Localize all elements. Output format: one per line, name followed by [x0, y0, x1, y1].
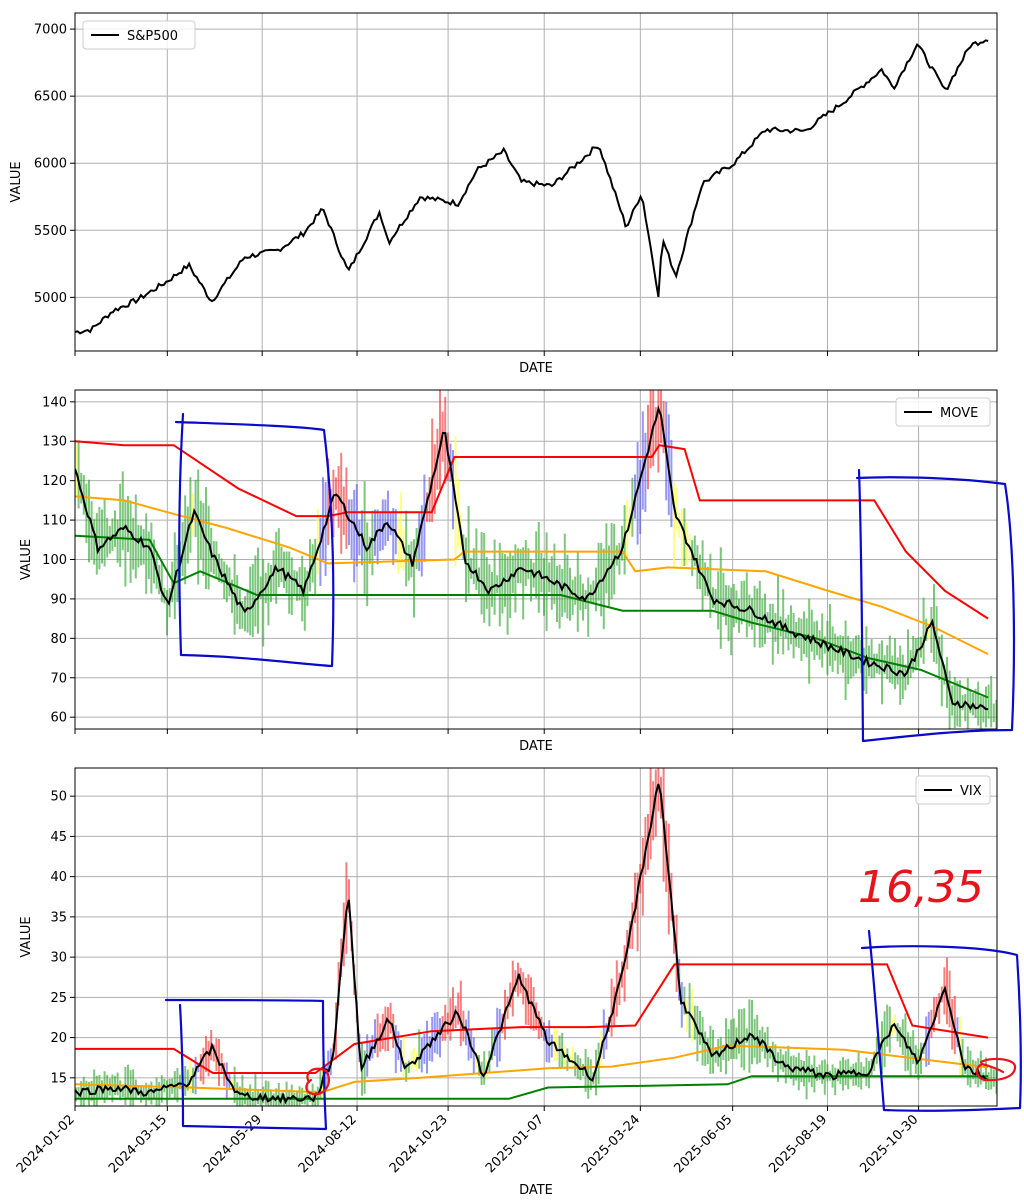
y-tick-label: 6500	[34, 90, 67, 105]
series-line-threshold	[75, 495, 989, 655]
y-tick-label: 100	[42, 553, 67, 568]
legend-box	[82, 20, 196, 50]
y-tick-label: 6000	[34, 157, 67, 172]
legend: VIX	[915, 775, 991, 805]
axes-frame	[74, 767, 998, 1107]
x-axis-label: DATE	[519, 361, 553, 376]
y-tick-label: 130	[42, 435, 67, 450]
y-tick-label: 30	[50, 951, 67, 966]
series-line-threshold	[75, 534, 989, 699]
vix-panel: 15 20 25 30 35 40 45 50 2024-01-02 2024-03-15 2024…	[14, 767, 998, 1198]
handwritten-value: 16,35	[858, 862, 984, 913]
volatility-bars	[75, 768, 997, 1106]
series-line-main	[75, 405, 989, 711]
x-tick-label: 2025-06-05	[671, 1112, 735, 1176]
series-line-main	[75, 783, 989, 1105]
y-tick-label: 45	[50, 830, 67, 845]
y-axis-label: VALUE	[9, 161, 24, 202]
highlight-circle-vix-low	[305, 1067, 330, 1096]
y-tick-label: 140	[42, 395, 67, 410]
x-axis-label: DATE	[519, 739, 553, 754]
x-tick-label: 2025-03-24	[579, 1112, 643, 1176]
y-tick-label: 15	[50, 1071, 67, 1086]
y-tick-label: 5500	[34, 224, 67, 239]
y-tick-label: 20	[50, 1031, 67, 1046]
legend-label: S&P500	[127, 29, 178, 44]
sp500-panel: 5000 5500 6000 6500 7000 DATE VALUE S&P500	[9, 12, 998, 376]
y-axis-label: VALUE	[19, 539, 34, 580]
highlight-box-move-left	[174, 412, 335, 668]
series-line-threshold	[75, 440, 989, 620]
x-tick-label: 2024-10-23	[387, 1112, 451, 1176]
y-tick-label: 25	[50, 991, 67, 1006]
x-tick-label: 2025-10-30	[857, 1112, 921, 1176]
y-tick-label: 60	[50, 711, 67, 726]
x-axis-label: DATE	[519, 1183, 553, 1198]
legend: MOVE	[895, 397, 991, 427]
legend-label: MOVE	[940, 406, 978, 421]
legend: S&P500	[82, 20, 196, 50]
legend-label: VIX	[960, 784, 982, 799]
highlight-box-move-right	[855, 468, 1016, 743]
axes-frame	[74, 389, 998, 730]
x-tick-label: 2024-03-15	[106, 1112, 170, 1176]
y-tick-label: 70	[50, 671, 67, 686]
y-axis-label: VALUE	[19, 916, 34, 957]
legend-box	[895, 397, 991, 427]
series-line-main	[75, 39, 989, 335]
y-tick-label: 90	[50, 592, 67, 607]
y-tick-label: 5000	[34, 291, 67, 306]
x-tick-label: 2025-08-19	[766, 1112, 830, 1176]
x-tick-label: 2024-08-12	[296, 1112, 360, 1176]
x-tick-label: 2024-01-02	[14, 1112, 78, 1176]
x-tick-label: 2024-05-29	[201, 1112, 265, 1176]
y-tick-label: 35	[50, 910, 67, 925]
y-tick-label: 40	[50, 870, 67, 885]
y-tick-label: 120	[42, 474, 67, 489]
series-line-threshold	[75, 963, 989, 1074]
highlight-box-vix-right	[860, 929, 1022, 1112]
move-panel: 60 70 80 90 100 110 120 130 140 DATE VALUE MOVE	[19, 389, 998, 754]
y-tick-label: 50	[50, 790, 67, 805]
highlight-box-vix-left	[164, 998, 328, 1131]
highlight-circle-vix-latest	[975, 1057, 1017, 1082]
y-tick-label: 7000	[34, 23, 67, 38]
handwritten-annotations	[164, 412, 1022, 1131]
y-tick-label: 110	[42, 514, 67, 529]
legend-box	[915, 775, 991, 805]
y-tick-label: 80	[50, 632, 67, 647]
axes-frame	[74, 12, 998, 352]
series-line-threshold	[75, 1075, 989, 1100]
x-tick-label: 2025-01-07	[483, 1112, 547, 1176]
